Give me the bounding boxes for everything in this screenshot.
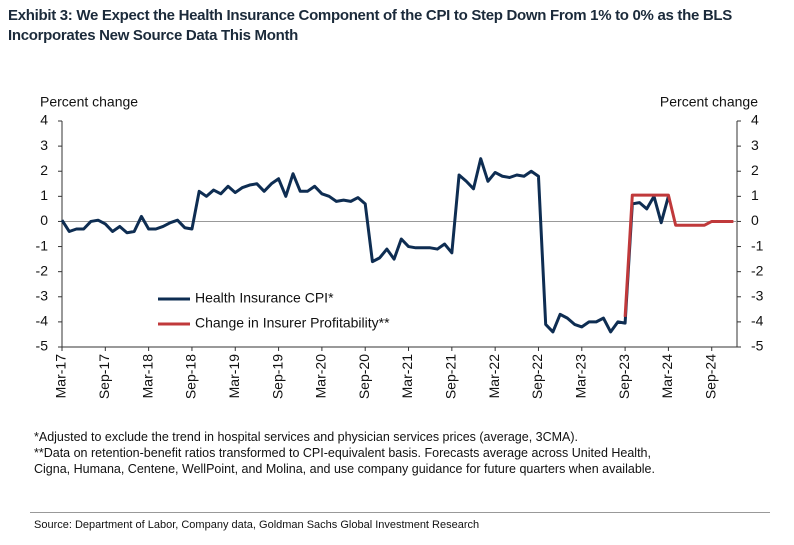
source: Source: Department of Labor, Company dat… xyxy=(34,519,480,531)
x-tick-label: Sep-21 xyxy=(443,354,459,399)
y2-axis-label: Percent change xyxy=(660,94,758,110)
y2-tick-label: -2 xyxy=(751,262,764,278)
legend-label: Change in Insurer Profitability** xyxy=(195,315,390,331)
y2-tick-label: 3 xyxy=(751,137,759,153)
y-tick-label: -4 xyxy=(36,313,49,329)
divider xyxy=(30,512,770,513)
chart-title: Exhibit 3: We Expect the Health Insuranc… xyxy=(8,7,732,44)
x-tick-label: Sep-23 xyxy=(616,354,632,399)
y-tick-label: 1 xyxy=(40,187,48,203)
x-tick-label: Mar-20 xyxy=(313,354,329,399)
x-tick-label: Mar-23 xyxy=(572,354,588,399)
y-axis-label: Percent change xyxy=(40,94,138,110)
x-tick-label: Sep-20 xyxy=(356,354,372,399)
x-tick-label: Mar-17 xyxy=(53,354,69,399)
x-tick-label: Sep-22 xyxy=(529,354,545,399)
footnote: Cigna, Humana, Centene, WellPoint, and M… xyxy=(34,462,655,476)
y-tick-label: -3 xyxy=(36,287,49,303)
y2-tick-label: 2 xyxy=(751,162,759,178)
y2-tick-label: -1 xyxy=(751,237,764,253)
y-tick-label: 3 xyxy=(40,137,48,153)
x-tick-label: Sep-24 xyxy=(702,354,718,399)
x-tick-label: Mar-19 xyxy=(226,354,242,399)
x-tick-label: Sep-19 xyxy=(269,354,285,399)
footnote: **Data on retention-benefit ratios trans… xyxy=(34,446,651,460)
y-tick-label: 4 xyxy=(40,112,48,128)
y2-tick-label: -3 xyxy=(751,287,764,303)
series-line xyxy=(60,157,670,334)
footnote: *Adjusted to exclude the trend in hospit… xyxy=(34,430,579,444)
y2-tick-label: -5 xyxy=(751,338,764,354)
x-tick-label: Mar-21 xyxy=(399,354,415,399)
y2-tick-label: -4 xyxy=(751,313,764,329)
y2-tick-label: 0 xyxy=(751,212,759,228)
x-tick-label: Mar-24 xyxy=(659,354,675,399)
x-tick-label: Sep-18 xyxy=(183,354,199,399)
y2-tick-label: 1 xyxy=(751,187,759,203)
x-tick-label: Mar-22 xyxy=(486,354,502,399)
x-tick-label: Sep-17 xyxy=(96,354,112,399)
y2-tick-label: 4 xyxy=(751,112,759,128)
y-tick-label: 2 xyxy=(40,162,48,178)
y-tick-label: -5 xyxy=(36,338,49,354)
y-tick-label: -1 xyxy=(36,237,49,253)
y-tick-label: -2 xyxy=(36,262,49,278)
series-line xyxy=(623,193,734,317)
legend-label: Health Insurance CPI* xyxy=(195,290,334,306)
x-tick-label: Mar-18 xyxy=(139,354,155,399)
y-tick-label: 0 xyxy=(40,212,48,228)
